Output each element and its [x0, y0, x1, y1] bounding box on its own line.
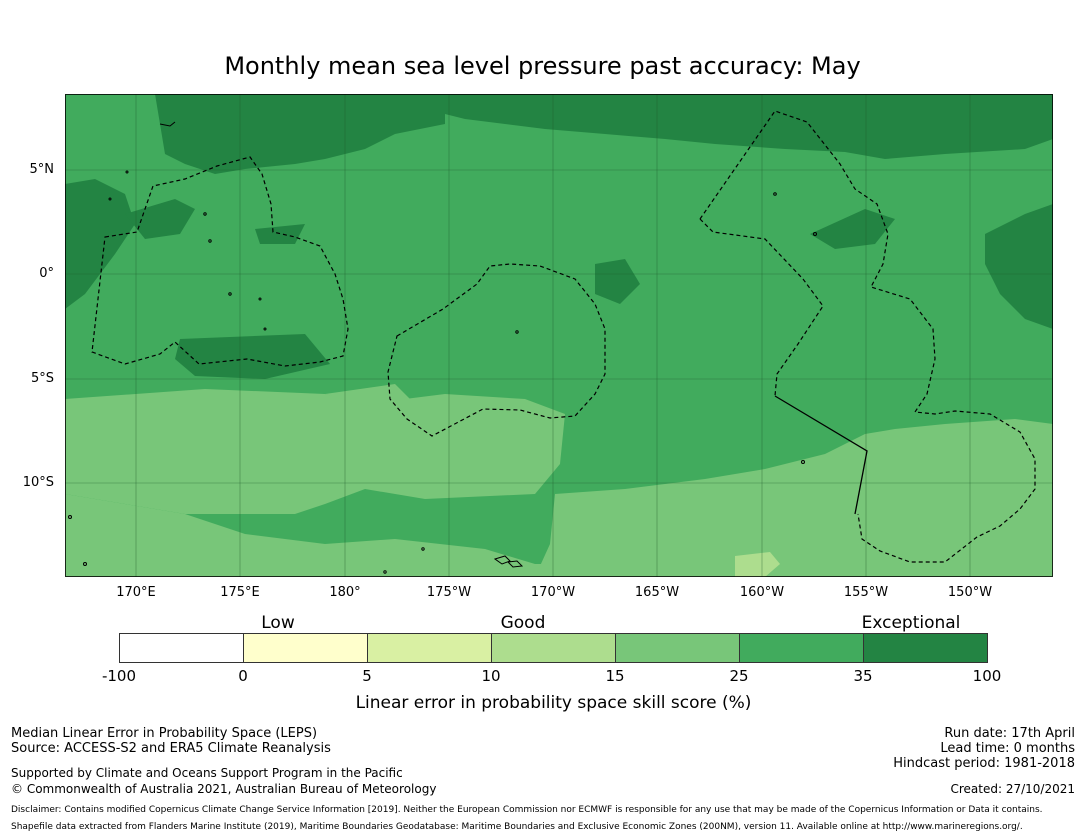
colorbar-tick: 100 — [972, 667, 1002, 685]
skill-map — [65, 94, 1053, 577]
lon-label-170e: 170°E — [116, 585, 156, 600]
category-label-good: Good — [500, 613, 546, 633]
map-title: Monthly mean sea level pressure past acc… — [224, 52, 861, 80]
eez-boundary-west — [91, 156, 349, 367]
created-text: Created: 27/10/2021 — [950, 782, 1075, 796]
colorbar-tick: -100 — [101, 667, 137, 685]
exceptional-regions — [65, 94, 1053, 379]
colorbar-bin — [492, 634, 616, 662]
colorbar-tick: 5 — [362, 667, 372, 685]
colorbar-tick: 35 — [853, 667, 873, 685]
good-low-region — [735, 552, 780, 577]
colorbar-tick: 15 — [605, 667, 625, 685]
colorbar-tick: 25 — [729, 667, 749, 685]
run-date-text: Run date: 17th April — [944, 726, 1075, 741]
graticule — [65, 94, 1053, 577]
colorbar-label: Linear error in probability space skill … — [355, 693, 752, 713]
eez-boundaries — [91, 110, 1036, 563]
disclaimer-text: Disclaimer: Contains modified Copernicus… — [11, 805, 1043, 815]
colorbar-tick: 10 — [481, 667, 501, 685]
lat-label-5n: 5°N — [29, 162, 55, 177]
category-label-low: Low — [261, 613, 295, 633]
eez-boundary-east — [699, 110, 1036, 563]
island-outlines — [68, 121, 817, 574]
colorbar-bin — [120, 634, 244, 662]
lon-label-175w: 175°W — [426, 585, 472, 600]
lat-label-0: 0° — [39, 266, 54, 281]
colorbar-tick: 0 — [238, 667, 248, 685]
lon-label-160w: 160°W — [739, 585, 785, 600]
lat-label-10s: 10°S — [22, 475, 54, 490]
lead-time-text: Lead time: 0 months — [940, 741, 1075, 756]
shapefile-credit-text: Shapefile data extracted from Flanders M… — [11, 822, 1023, 832]
method-text: Median Linear Error in Probability Space… — [11, 726, 318, 741]
lon-label-155w: 155°W — [843, 585, 889, 600]
hindcast-text: Hindcast period: 1981-2018 — [893, 756, 1075, 771]
lon-label-165w: 165°W — [634, 585, 680, 600]
colorbar-bin — [864, 634, 987, 662]
lon-label-170w: 170°W — [530, 585, 576, 600]
category-label-exceptional: Exceptional — [861, 613, 961, 633]
colorbar-bin — [616, 634, 740, 662]
eez-boundary-east-inner — [699, 218, 824, 397]
lon-label-150w: 150°W — [947, 585, 993, 600]
lon-label-180: 180° — [329, 585, 361, 600]
copyright-text: © Commonwealth of Australia 2021, Austra… — [11, 782, 437, 796]
colorbar-bin — [244, 634, 368, 662]
support-text: Supported by Climate and Oceans Support … — [11, 766, 403, 780]
eez-boundary-central — [387, 263, 606, 437]
colorbar-bin — [740, 634, 864, 662]
lon-label-175e: 175°E — [220, 585, 260, 600]
source-text: Source: ACCESS-S2 and ERA5 Climate Reana… — [11, 741, 331, 756]
maritime-boundary-solid — [774, 395, 868, 515]
lat-label-5s: 5°S — [30, 371, 54, 386]
colorbar-bin — [368, 634, 492, 662]
map-frame — [65, 94, 1053, 577]
colorbar — [119, 633, 988, 663]
